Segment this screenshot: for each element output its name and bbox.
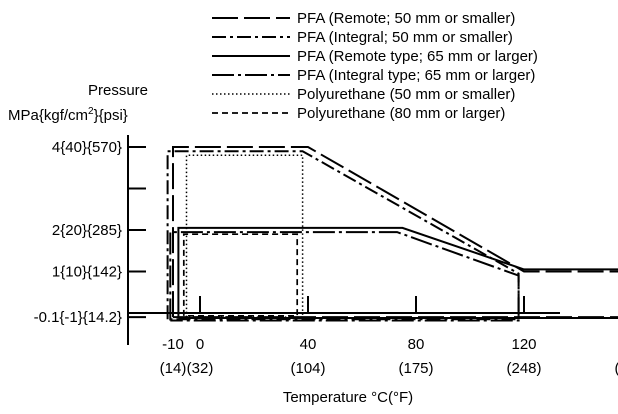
series-line-3 bbox=[177, 226, 618, 319]
y-tick-label-1: 4{40}{570} bbox=[52, 139, 122, 156]
series-line-5 bbox=[185, 154, 304, 318]
x-tick-fahrenheit-2: (32) bbox=[187, 360, 214, 377]
y-axis-label-line1: Pressure bbox=[88, 82, 148, 99]
y-axis-label-line2: MPa{kgf/cm2}{psi} bbox=[8, 106, 128, 124]
x-tick-fahrenheit-3: (104) bbox=[290, 360, 325, 377]
legend-label-5: Polyurethane (50 mm or smaller) bbox=[297, 86, 515, 103]
legend-label-3: PFA (Remote type; 65 mm or larger) bbox=[297, 48, 538, 65]
plot-area bbox=[166, 146, 618, 322]
x-tick-label-3: 40 bbox=[300, 336, 317, 353]
y-axis-label-superscript: 2 bbox=[88, 106, 94, 117]
legend-label-6: Polyurethane (80 mm or larger) bbox=[297, 105, 505, 122]
x-tick-fahrenheit-1: (14) bbox=[160, 360, 187, 377]
x-tick-fahrenheit-6: (320) bbox=[614, 360, 618, 377]
x-tick-label-2: 0 bbox=[196, 336, 204, 353]
x-axis-label: Temperature °C(°F) bbox=[283, 389, 413, 406]
series-line-6 bbox=[182, 233, 299, 317]
y-axis-label-unit-start: MPa{kgf/cm bbox=[8, 107, 88, 124]
x-tick-fahrenheit-5: (248) bbox=[506, 360, 541, 377]
axes: 4{40}{570} 2{20}{285} 1{10}{142} -0.1{-1}{1… bbox=[34, 135, 618, 377]
x-tick-label-1: -10 bbox=[162, 336, 184, 353]
legend-label-1: PFA (Remote; 50 mm or smaller) bbox=[297, 10, 515, 27]
series-line-2 bbox=[166, 150, 520, 321]
y-tick-label-5: -0.1{-1}{14.2} bbox=[34, 309, 122, 326]
legend: PFA (Remote; 50 mm or smaller) PFA (Integ… bbox=[212, 10, 538, 122]
legend-label-2: PFA (Integral; 50 mm or smaller) bbox=[297, 29, 513, 46]
series-line-4 bbox=[169, 231, 520, 322]
x-tick-label-4: 80 bbox=[408, 336, 425, 353]
x-tick-fahrenheit-4: (175) bbox=[398, 360, 433, 377]
y-tick-label-3: 2{20}{285} bbox=[52, 222, 122, 239]
series-line-1 bbox=[172, 146, 618, 319]
y-axis-label-unit-end: }{psi} bbox=[94, 107, 128, 124]
x-tick-label-5: 120 bbox=[511, 336, 536, 353]
y-tick-label-4: 1{10}{142} bbox=[52, 264, 122, 281]
legend-label-4: PFA (Integral type; 65 mm or larger) bbox=[297, 67, 535, 84]
